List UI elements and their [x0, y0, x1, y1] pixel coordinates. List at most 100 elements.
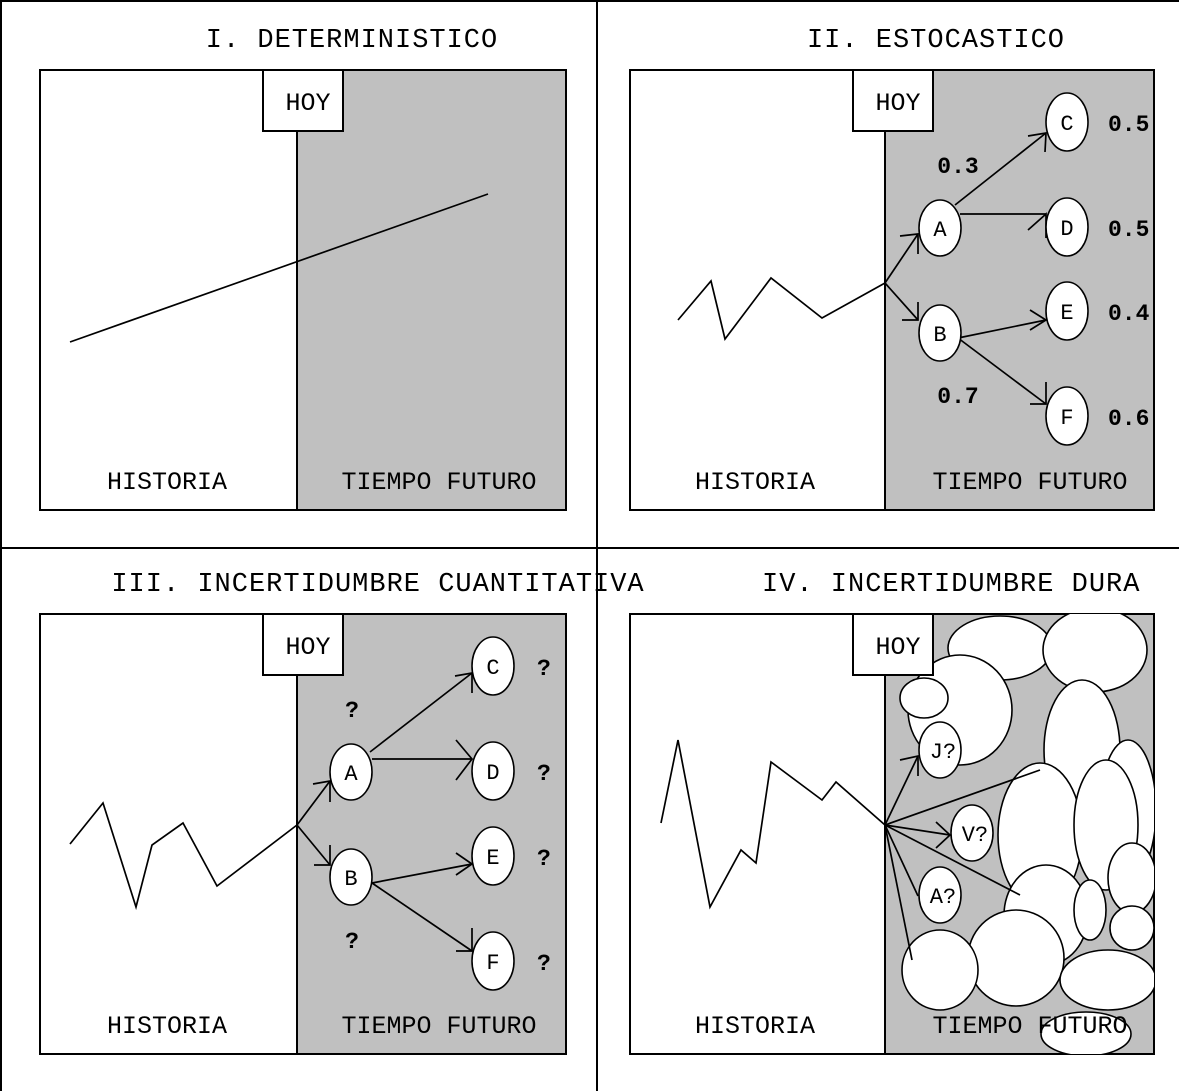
arrow-fan	[884, 769, 1041, 826]
arrow-b-to-f	[371, 882, 473, 952]
probability-d: 0.5	[1108, 217, 1149, 243]
hoy-box	[852, 69, 934, 132]
node-label: V?	[962, 823, 988, 848]
arrow-a-to-c	[369, 672, 473, 753]
probability-d: ?	[537, 761, 551, 787]
arrowhead	[1027, 131, 1047, 153]
outcome-probabilities: 0.5 0.5 0.4 0.6	[1108, 112, 1150, 432]
node-circle	[918, 866, 962, 924]
node-label: F	[1060, 406, 1073, 431]
node-c: C	[471, 636, 515, 696]
probability-b: ?	[345, 929, 359, 955]
node-label: F	[486, 951, 499, 976]
history-label: HISTORIA	[107, 1012, 227, 1041]
node-circle	[471, 826, 515, 886]
node-circle	[329, 743, 373, 801]
node-c: C	[1045, 92, 1089, 152]
node-d: D	[471, 741, 515, 801]
node-circle	[918, 721, 962, 779]
arrowhead	[899, 233, 919, 254]
future-blob	[1073, 879, 1107, 941]
history-label: HISTORIA	[695, 468, 815, 497]
node-label: D	[1060, 217, 1073, 242]
future-blob	[967, 909, 1065, 1007]
future-region	[884, 69, 1155, 511]
node-j: J?	[918, 721, 962, 779]
node-circle	[950, 804, 994, 862]
probability-a: 0.3	[937, 154, 978, 180]
node-circle	[1045, 197, 1089, 257]
future-label: TIEMPO FUTURO	[341, 1012, 536, 1041]
probability-b: 0.7	[937, 384, 978, 410]
arrowhead	[899, 754, 919, 776]
future-region	[296, 613, 567, 1055]
node-circle	[918, 199, 962, 257]
arrow-fan	[884, 824, 913, 961]
arrowhead	[455, 739, 474, 781]
node-circle	[1045, 92, 1089, 152]
hoy-box	[262, 69, 344, 132]
future-blob	[901, 929, 979, 1011]
arrowhead	[456, 928, 473, 952]
panel-title: II. ESTOCASTICO	[807, 26, 1065, 56]
probability-c: 0.5	[1108, 112, 1149, 138]
node-label: A	[344, 762, 358, 787]
panel-quantitative-uncertainty: HOY A B C D	[39, 613, 567, 1055]
arrow-a-to-c	[954, 132, 1047, 206]
future-blob	[899, 677, 949, 719]
node-d: D	[1045, 197, 1089, 257]
panel-title-hard-uncertainty: IV. INCERTIDUMBRE DURA	[762, 570, 1140, 600]
history-path	[677, 276, 886, 341]
panel-hard-uncertainty: HOY J? V? A? HISTORIA TIEMPO FUTURO	[629, 613, 1155, 1055]
arrowhead	[314, 845, 331, 866]
trend-line	[69, 193, 489, 343]
future-region	[296, 69, 567, 511]
probability-e: 0.4	[1108, 301, 1150, 327]
node-circle	[471, 931, 515, 991]
node-f: F	[1045, 386, 1089, 446]
history-label: HISTORIA	[695, 1012, 815, 1041]
history-label: HISTORIA	[107, 468, 227, 497]
hoy-label: HOY	[875, 89, 920, 118]
node-label: D	[486, 761, 499, 786]
future-blob	[1059, 949, 1154, 1011]
node-circle	[471, 636, 515, 696]
panel-title-quantitative-uncertainty: III. INCERTIDUMBRE CUANTITATIVA	[111, 570, 644, 600]
arrowhead	[1030, 382, 1047, 405]
probability-e: ?	[537, 846, 551, 872]
node-label: B	[933, 323, 946, 348]
node-label: A?	[930, 885, 956, 910]
future-blob	[1040, 1011, 1132, 1054]
branch-arrows	[884, 754, 1041, 961]
node-v: V?	[950, 804, 994, 862]
arrow-to-b	[884, 282, 919, 321]
node-a: A?	[918, 866, 962, 924]
node-circle	[1045, 281, 1089, 341]
probability-c: ?	[537, 656, 551, 682]
node-b: B	[329, 848, 373, 906]
future-blob	[1042, 614, 1148, 693]
node-circle	[471, 741, 515, 801]
node-circle	[1045, 386, 1089, 446]
panel-deterministic: I. DETERMINISTICO HOY HISTORIA TIEMPO FU…	[39, 26, 567, 511]
arrow-to-j	[884, 755, 919, 826]
hoy-label: HOY	[285, 633, 330, 662]
future-label: TIEMPO FUTURO	[341, 468, 536, 497]
hoy-label: HOY	[875, 633, 920, 662]
hoy-box	[852, 613, 934, 676]
arrow-b-to-e	[371, 863, 473, 884]
branch-arrows	[884, 131, 1048, 405]
probability-f: ?	[537, 951, 551, 977]
arrowhead	[312, 779, 331, 802]
arrowhead	[902, 302, 919, 321]
arrow-b-to-e	[957, 319, 1047, 339]
arrow-to-b	[296, 824, 331, 866]
node-label: E	[1060, 301, 1073, 326]
node-label: C	[486, 656, 499, 681]
panel-stochastic: II. ESTOCASTICO HOY A B	[629, 26, 1155, 511]
node-a: A	[918, 199, 962, 257]
node-circle	[918, 304, 962, 362]
